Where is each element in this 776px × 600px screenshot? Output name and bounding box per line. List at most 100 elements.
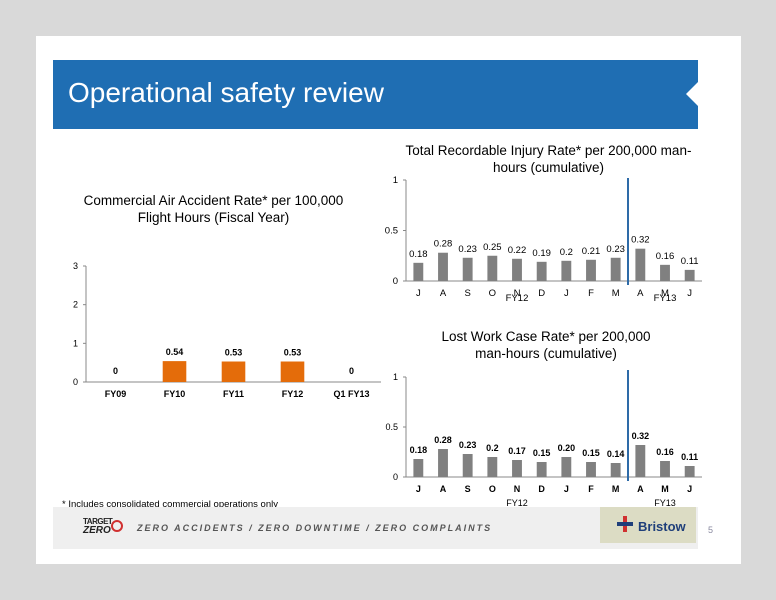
chart-3-bar (413, 459, 424, 477)
chart-2-category-label: N (514, 288, 521, 299)
chart-3-data-label: 0.28 (434, 435, 452, 445)
chart-2-bar (487, 255, 498, 281)
chart-3-data-label: 0.16 (656, 447, 674, 457)
chart-3-category-label: M (612, 484, 620, 494)
chart-3-title-line-2: man-hours (cumulative) (475, 346, 617, 361)
chart-3-data-label: 0.23 (459, 440, 477, 450)
chart-2-bar (536, 261, 547, 281)
bristow-logo-text: Bristow (638, 519, 686, 534)
chart-2-data-label: 0.16 (656, 251, 675, 262)
chart-3-data-label: 0.15 (582, 448, 600, 458)
chart-1-bar (162, 361, 187, 382)
chart-1-y-tick-label: 3 (73, 261, 78, 271)
chart-2-bar (586, 259, 596, 281)
chart-3-category-label: J (416, 484, 421, 494)
chart-1-y-tick-label: 0 (73, 377, 78, 387)
chart-1-data-label: 0.53 (225, 348, 243, 358)
chart-3-y-tick-label: 0 (393, 472, 398, 482)
chart-1-title-line-2: Flight Hours (Fiscal Year) (137, 210, 290, 225)
chart-1-data-label: 0 (113, 366, 118, 376)
chart-2-trir: 0 0.5 1 0.18 J 0.28 A 0.23 S 0.25 O 0.22 N 0.19 D 0.2 J 0… (385, 175, 702, 304)
slide-title: Operational safety review (68, 77, 384, 108)
chart-3-y-tick-label: 1 (393, 372, 398, 382)
chart-3-data-label: 0.32 (632, 431, 650, 441)
chart-2-data-label: 0.28 (434, 239, 453, 250)
chart-2-title-line-1: Total Recordable Injury Rate* per 200,00… (405, 143, 692, 158)
chart-2-category-label: J (687, 288, 692, 299)
chart-3-group-label: FY13 (654, 498, 676, 508)
chart-3-category-label: S (465, 484, 471, 494)
chart-1-data-label: 0 (349, 366, 354, 376)
banner-notch-shape (686, 82, 698, 106)
chart-1-category-label: Q1 FY13 (333, 389, 369, 399)
footnote: * Includes consolidated commercial opera… (62, 499, 278, 510)
chart-2-bar (684, 269, 695, 281)
chart-2-data-label: 0.23 (458, 244, 477, 255)
target-zero-logo-line-1: TARGET (83, 517, 113, 526)
target-icon (111, 520, 123, 532)
chart-1-y-tick-label: 2 (73, 300, 78, 310)
chart-3-bar (586, 462, 596, 477)
chart-2-category-label: M (612, 288, 620, 299)
title-banner: Operational safety review (53, 60, 698, 129)
chart-3-bar (684, 466, 695, 477)
chart-2-category-label: J (564, 288, 569, 299)
chart-2-category-label: J (416, 288, 421, 299)
chart-2-group-label: FY12 (506, 293, 529, 304)
bristow-cross-icon (617, 516, 633, 532)
chart-2-category-label: A (637, 288, 644, 299)
chart-1-category-label: FY10 (164, 389, 186, 399)
chart-2-data-label: 0.2 (560, 247, 573, 258)
chart-2-y-tick-label: 1 (393, 175, 398, 186)
chart-2-category-label: O (489, 288, 496, 299)
chart-2-bar (512, 258, 522, 281)
chart-1-category-label: FY11 (223, 389, 244, 399)
chart-2-group-label: FY13 (654, 293, 677, 304)
chart-3-data-label: 0.14 (607, 449, 625, 459)
chart-2-category-label: M (661, 288, 669, 299)
chart-3-category-label: J (564, 484, 569, 494)
chart-3-category-label: M (661, 484, 669, 494)
chart-3-bar (660, 461, 670, 477)
chart-3-category-label: F (588, 484, 594, 494)
page-number: 5 (708, 525, 714, 535)
chart-1-category-label: FY09 (105, 389, 127, 399)
chart-3-bar (438, 449, 448, 477)
chart-2-data-label: 0.25 (483, 242, 502, 253)
chart-3-data-label: 0.15 (533, 448, 551, 458)
chart-3-bar (561, 457, 572, 477)
chart-1-data-label: 0.53 (284, 348, 302, 358)
chart-3-bar (610, 463, 621, 477)
chart-1-bar (280, 361, 305, 382)
chart-3-data-label: 0.18 (410, 445, 428, 455)
chart-2-category-label: D (538, 288, 545, 299)
chart-2-bar (660, 264, 670, 281)
chart-1-air-accident-rate: 0 1 2 3 0 FY09 0.54 FY10 0.53 FY11 0.53 FY12 0 Q1 FY1… (73, 261, 381, 399)
chart-2-category-label: A (440, 288, 447, 299)
chart-3-category-label: A (440, 484, 447, 494)
chart-2-data-label: 0.32 (631, 235, 650, 246)
slide: Operational safety review Commercial Air… (36, 36, 741, 564)
chart-3-data-label: 0.17 (508, 446, 526, 456)
chart-3-y-tick-label: 0.5 (385, 422, 398, 432)
chart-3-category-label: J (687, 484, 692, 494)
chart-3-category-label: N (514, 484, 521, 494)
bristow-logo: Bristow (600, 507, 696, 543)
chart-3-bar (487, 457, 498, 477)
chart-3-data-label: 0.20 (558, 443, 576, 453)
chart-1-y-tick-label: 1 (73, 338, 78, 348)
footer-slogan: ZERO ACCIDENTS / ZERO DOWNTIME / ZERO CO… (137, 523, 493, 533)
chart-2-bar (610, 257, 621, 281)
chart-2-title-line-2: hours (cumulative) (492, 160, 605, 175)
chart-2-category-label: F (588, 288, 594, 299)
chart-2-y-tick-label: 0.5 (385, 226, 398, 237)
chart-3-bar (536, 462, 547, 477)
chart-3-category-label: D (538, 484, 545, 494)
chart-2-data-label: 0.11 (681, 256, 699, 267)
chart-1-data-label: 0.54 (166, 347, 184, 357)
chart-1-bar (221, 361, 246, 382)
chart-2-category-label: S (464, 288, 470, 299)
chart-2-title: Total Recordable Injury Rate* per 200,00… (396, 142, 701, 176)
chart-2-bar (413, 262, 424, 281)
footer-band: TARGET ZERO ZERO ACCIDENTS / ZERO DOWNTI… (53, 507, 698, 549)
